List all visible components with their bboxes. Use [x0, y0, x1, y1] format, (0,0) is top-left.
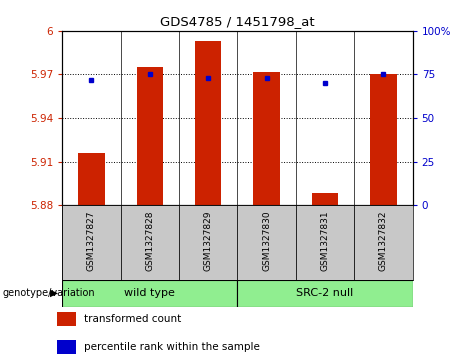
Bar: [237, 280, 413, 307]
Bar: [195, 41, 221, 205]
Text: ▶: ▶: [50, 288, 58, 298]
Text: transformed count: transformed count: [83, 314, 181, 324]
Bar: [370, 74, 396, 205]
Text: GSM1327831: GSM1327831: [320, 211, 330, 271]
Text: genotype/variation: genotype/variation: [2, 288, 95, 298]
Bar: [78, 153, 105, 205]
Bar: [121, 205, 179, 280]
Text: wild type: wild type: [124, 288, 175, 298]
Title: GDS4785 / 1451798_at: GDS4785 / 1451798_at: [160, 15, 315, 28]
Bar: [62, 280, 237, 307]
Text: GSM1327832: GSM1327832: [379, 211, 388, 271]
Text: GSM1327827: GSM1327827: [87, 211, 96, 271]
Bar: [136, 67, 163, 205]
Bar: [57, 312, 77, 326]
Bar: [62, 205, 121, 280]
Text: SRC-2 null: SRC-2 null: [296, 288, 354, 298]
Bar: [179, 205, 237, 280]
Text: percentile rank within the sample: percentile rank within the sample: [83, 342, 260, 352]
Text: GSM1327828: GSM1327828: [145, 211, 154, 271]
Bar: [237, 205, 296, 280]
Text: GSM1327829: GSM1327829: [204, 211, 213, 271]
Bar: [254, 72, 280, 205]
Bar: [354, 205, 413, 280]
Text: GSM1327830: GSM1327830: [262, 211, 271, 271]
Bar: [296, 205, 354, 280]
Bar: [312, 193, 338, 205]
Bar: [57, 340, 77, 354]
